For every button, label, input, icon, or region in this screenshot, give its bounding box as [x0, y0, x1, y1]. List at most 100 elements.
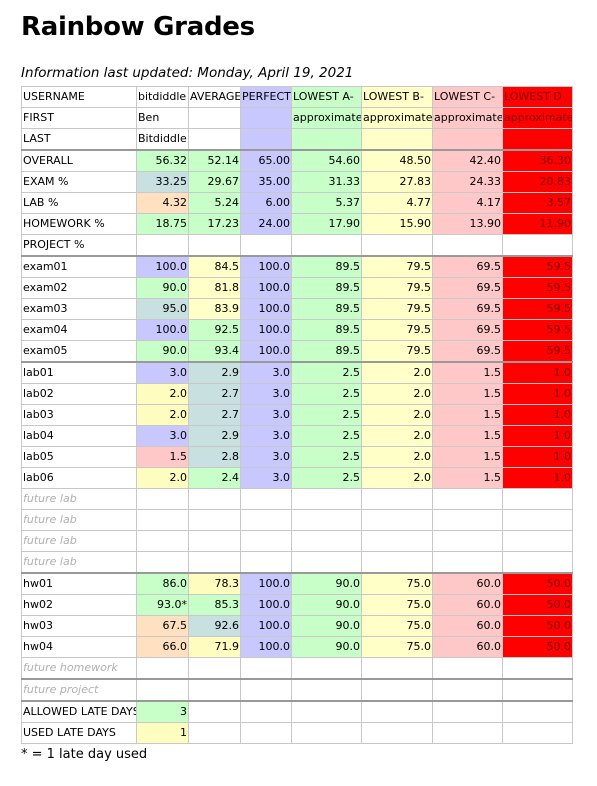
lowest-a-value: 2.5	[291, 467, 362, 489]
perfect-value: 24.00	[240, 213, 292, 235]
average-value: 2.9	[188, 425, 241, 447]
table-row: hw01 86.0 78.3 100.0 90.0 75.0 60.0 50.0	[21, 572, 573, 595]
row-label: future lab	[21, 509, 137, 531]
student-value: 2.0	[136, 404, 189, 426]
overall-row: OVERALL 56.32 52.14 65.00 54.60 48.50 42…	[21, 149, 573, 172]
row-label: LAB %	[21, 192, 137, 214]
used-late-days-row: USED LATE DAYS 1	[21, 722, 573, 744]
lowest-a-value: 90.0	[291, 636, 362, 658]
table-row: lab01 3.0 2.9 3.0 2.5 2.0 1.5 1.0	[21, 361, 573, 384]
lowest-b-value: 79.5	[361, 340, 433, 363]
row-label: ALLOWED LATE DAYS	[21, 700, 137, 723]
row-label: hw04	[21, 636, 137, 658]
row-label: lab04	[21, 425, 137, 447]
row-label: exam04	[21, 319, 137, 341]
student-value: 86.0	[136, 572, 189, 595]
last-value: Bitdiddle	[136, 128, 189, 151]
row-label: lab01	[21, 361, 137, 384]
lowest-a-value: 90.0	[291, 615, 362, 637]
average-value: 83.9	[188, 298, 241, 320]
lowest-d-value: 59.5	[502, 277, 573, 299]
lowest-a-value: 89.5	[291, 255, 362, 278]
lowest-b-value: 79.5	[361, 255, 433, 278]
lowest-d-value: 59.5	[502, 340, 573, 363]
allowed-late-days-value: 3	[136, 700, 189, 723]
student-value: 4.32	[136, 192, 189, 214]
student-value: 1.5	[136, 446, 189, 468]
lowest-c-value: 1.5	[432, 467, 503, 489]
perfect-value: 3.0	[240, 446, 292, 468]
average-value: 29.67	[188, 171, 241, 193]
lab-percent-row: LAB % 4.32 5.24 6.00 5.37 4.77 4.17 3.57	[21, 192, 573, 214]
lowest-c-value: 1.5	[432, 446, 503, 468]
student-value: 100.0	[136, 255, 189, 278]
average-value: 85.3	[188, 594, 241, 616]
lowest-a-value: 2.5	[291, 425, 362, 447]
lowest-b-value: 79.5	[361, 319, 433, 341]
row-label: lab03	[21, 404, 137, 426]
lowest-c-value: 60.0	[432, 636, 503, 658]
lowest-d-value: 1.0	[502, 404, 573, 426]
lowest-b-value: 27.83	[361, 171, 433, 193]
future-lab-row: future lab	[21, 509, 573, 531]
table-row: hw03 67.5 92.6 100.0 90.0 75.0 60.0 50.0	[21, 615, 573, 637]
lowest-b-value: 2.0	[361, 383, 433, 405]
student-value: 56.32	[136, 149, 189, 172]
lowest-a-value: 89.5	[291, 277, 362, 299]
row-label: EXAM %	[21, 171, 137, 193]
lowest-c-value: 1.5	[432, 383, 503, 405]
table-row: exam03 95.0 83.9 100.0 89.5 79.5 69.5 59…	[21, 298, 573, 320]
table-row: lab06 2.0 2.4 3.0 2.5 2.0 1.5 1.0	[21, 467, 573, 489]
perfect-value: 3.0	[240, 467, 292, 489]
last-updated-text: Information last updated: Monday, April …	[21, 65, 354, 81]
table-row: exam04 100.0 92.5 100.0 89.5 79.5 69.5 5…	[21, 319, 573, 341]
average-value: 92.6	[188, 615, 241, 637]
lowest-a-value: 54.60	[291, 149, 362, 172]
row-label: USED LATE DAYS	[21, 722, 137, 744]
student-value: 33.25	[136, 171, 189, 193]
first-name-row: FIRST Ben approximate approximate approx…	[21, 107, 573, 129]
perfect-value: 3.0	[240, 383, 292, 405]
lowest-c-value: 69.5	[432, 340, 503, 363]
student-value: 93.0*	[136, 594, 189, 616]
header-user-value: bitdiddle	[136, 86, 189, 108]
perfect-value: 6.00	[240, 192, 292, 214]
perfect-value: 3.0	[240, 404, 292, 426]
perfect-value: 100.0	[240, 594, 292, 616]
lowest-a-value: 2.5	[291, 361, 362, 384]
table-row: lab03 2.0 2.7 3.0 2.5 2.0 1.5 1.0	[21, 404, 573, 426]
lowest-b-value: 75.0	[361, 615, 433, 637]
row-label: lab06	[21, 467, 137, 489]
lowest-c-value: 4.17	[432, 192, 503, 214]
header-lowest-b: LOWEST B-	[361, 86, 433, 108]
row-label: future lab	[21, 488, 137, 510]
table-row: lab04 3.0 2.9 3.0 2.5 2.0 1.5 1.0	[21, 425, 573, 447]
lowest-d-value: 50.0	[502, 572, 573, 595]
row-label: exam02	[21, 277, 137, 299]
perfect-value: 100.0	[240, 636, 292, 658]
perfect-value: 100.0	[240, 615, 292, 637]
perfect-value: 100.0	[240, 298, 292, 320]
table-row: lab05 1.5 2.8 3.0 2.5 2.0 1.5 1.0	[21, 446, 573, 468]
lowest-c-value: 13.90	[432, 213, 503, 235]
lowest-c-value: 1.5	[432, 404, 503, 426]
row-label: hw01	[21, 572, 137, 595]
lowest-d-value: 20.83	[502, 171, 573, 193]
future-lab-row: future lab	[21, 551, 573, 574]
lowest-c-value: 1.5	[432, 425, 503, 447]
lowest-d-value: 1.0	[502, 361, 573, 384]
row-label: future project	[21, 678, 137, 702]
average-value: 2.4	[188, 467, 241, 489]
exam-percent-row: EXAM % 33.25 29.67 35.00 31.33 27.83 24.…	[21, 171, 573, 193]
average-value: 92.5	[188, 319, 241, 341]
lowest-a-value: 89.5	[291, 298, 362, 320]
last-label: LAST	[21, 128, 137, 151]
lowest-d-value: 1.0	[502, 425, 573, 447]
first-value: Ben	[136, 107, 189, 129]
row-label: exam01	[21, 255, 137, 278]
average-value: 17.23	[188, 213, 241, 235]
student-value: 18.75	[136, 213, 189, 235]
lowest-b-value: 75.0	[361, 572, 433, 595]
student-value: 67.5	[136, 615, 189, 637]
row-label: lab02	[21, 383, 137, 405]
